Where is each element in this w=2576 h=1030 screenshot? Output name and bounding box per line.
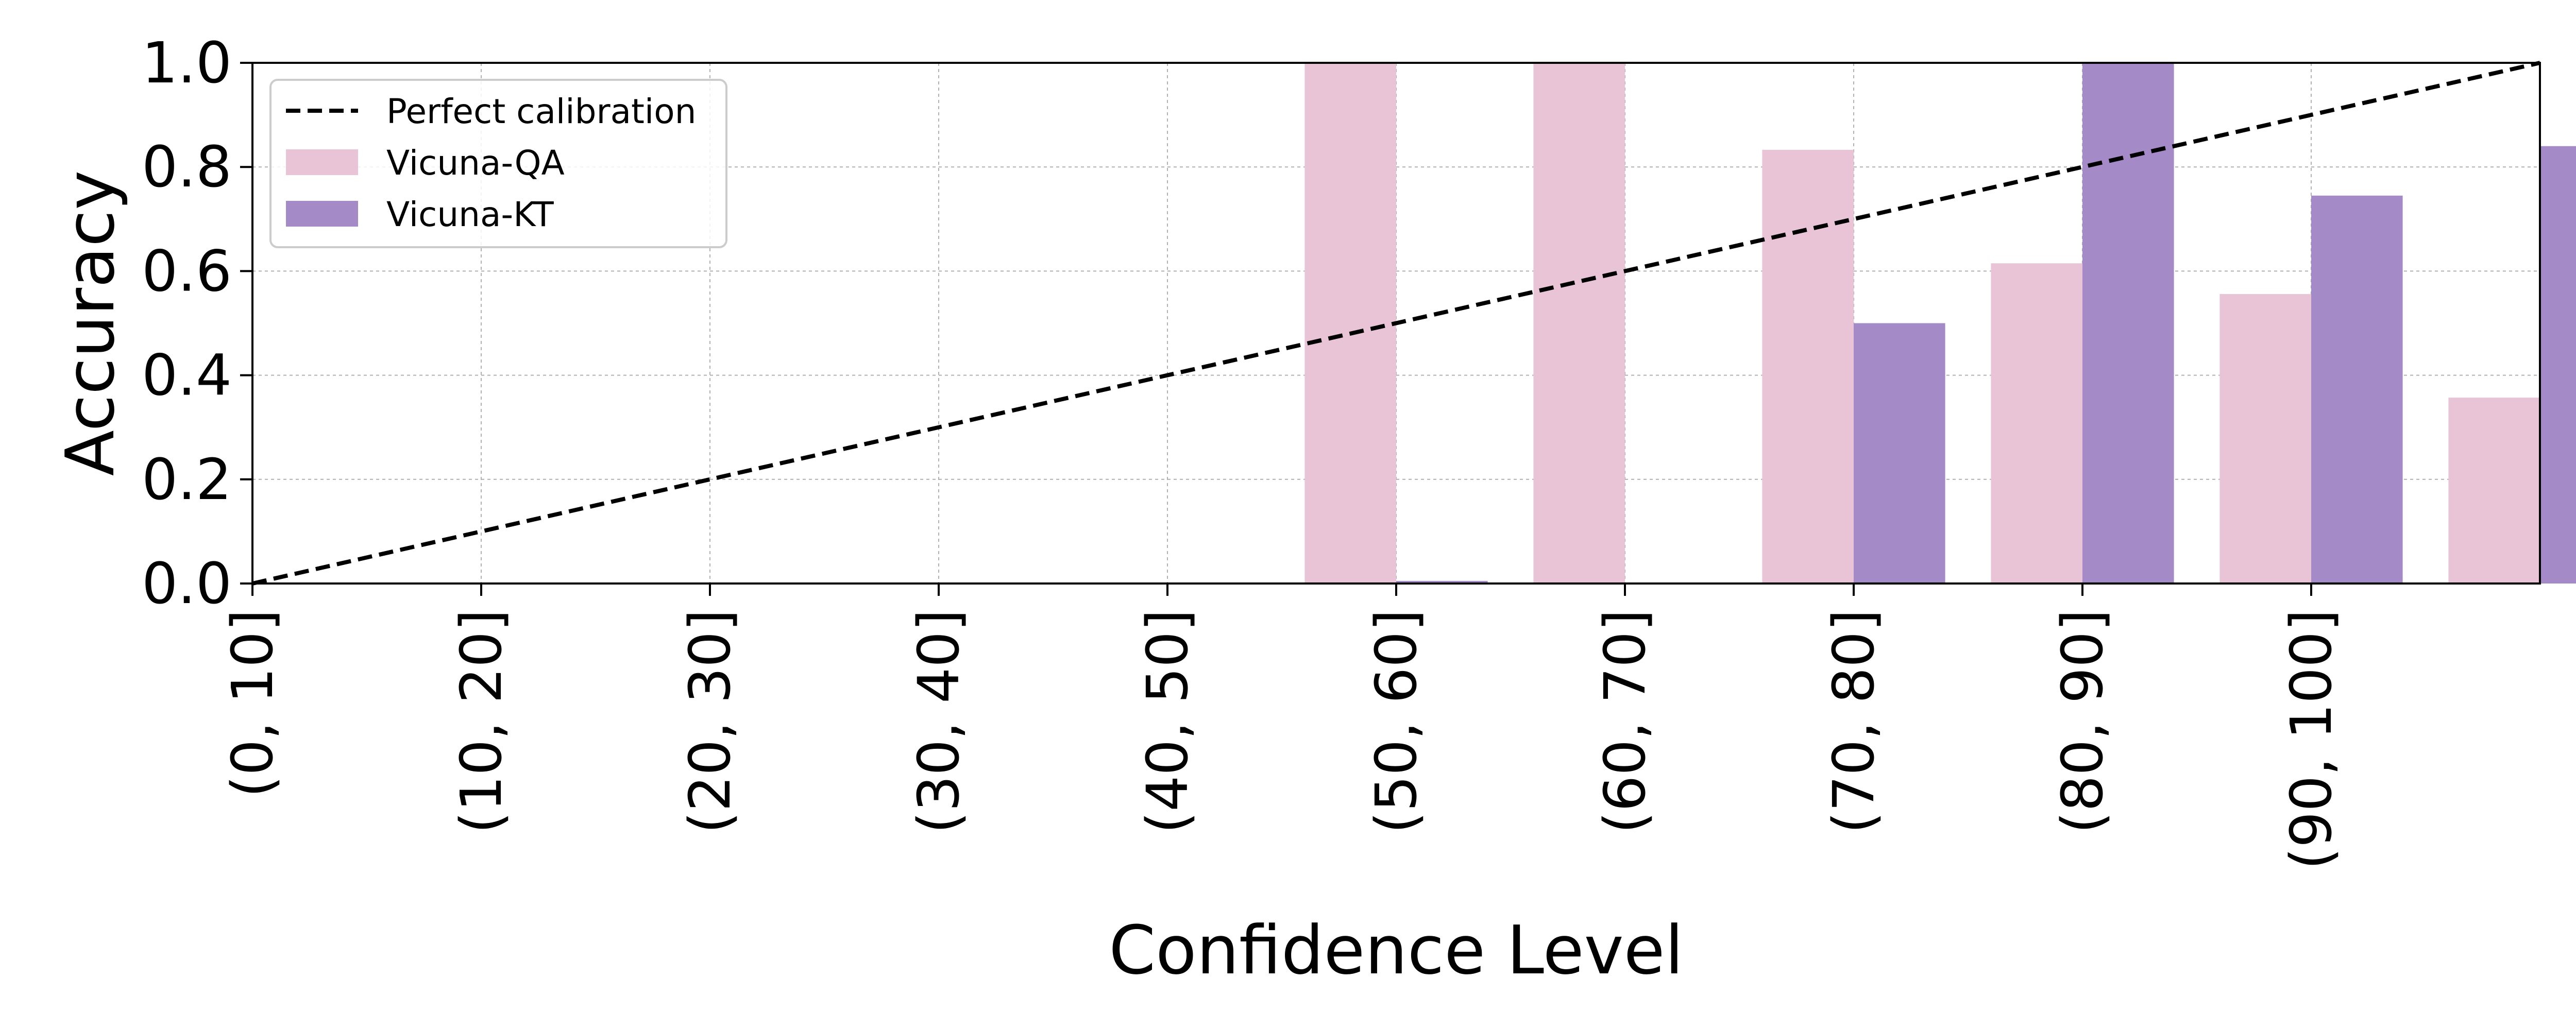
legend-color-swatch bbox=[286, 201, 358, 227]
perfect-calibration-line bbox=[252, 61, 2540, 586]
bar-vicuna-kt bbox=[2311, 195, 2403, 583]
legend-box bbox=[269, 79, 727, 248]
bar-vicuna-qa bbox=[1533, 63, 1625, 583]
bar-vicuna-kt bbox=[1396, 580, 1488, 583]
legend-label: Perfect calibration bbox=[386, 92, 696, 131]
legend-label: Vicuna-KT bbox=[386, 195, 554, 234]
x-tick-label: (60, 70] bbox=[1592, 609, 1658, 834]
bar-vicuna-qa bbox=[1762, 149, 1854, 583]
y-tick-label: 1.0 bbox=[142, 30, 232, 96]
x-tick-label: (90, 100] bbox=[2278, 609, 2344, 870]
legend-label: Vicuna-QA bbox=[386, 143, 565, 183]
bar-vicuna-qa bbox=[1991, 263, 2082, 583]
y-axis-title: Accuracy bbox=[51, 170, 129, 476]
x-tick-label: (30, 40] bbox=[906, 609, 972, 834]
x-tick-label: (10, 20] bbox=[448, 609, 514, 834]
legend: Perfect calibration Vicuna-QA Vicuna-KT bbox=[269, 79, 727, 248]
reference-line-layer bbox=[252, 61, 2540, 586]
y-tick-label: 0.4 bbox=[142, 342, 232, 408]
x-tick-label: (20, 30] bbox=[677, 609, 743, 834]
x-tick-label: (0, 10] bbox=[219, 609, 285, 798]
y-tick-label: 0.8 bbox=[142, 134, 232, 200]
bar-vicuna-kt bbox=[1854, 323, 1945, 583]
bar-vicuna-kt bbox=[2082, 63, 2174, 583]
x-tick-label: (40, 50] bbox=[1134, 609, 1200, 834]
bar-vicuna-qa bbox=[2219, 294, 2311, 583]
bar-vicuna-kt bbox=[2540, 146, 2576, 583]
y-tick-label: 0.2 bbox=[142, 447, 232, 512]
y-tick-label: 0.0 bbox=[142, 551, 232, 616]
x-axis-title: Confidence Level bbox=[1109, 911, 1683, 989]
bar-vicuna-qa bbox=[2448, 398, 2540, 583]
x-tick-label: (70, 80] bbox=[1821, 609, 1887, 834]
bars bbox=[1304, 63, 2576, 583]
y-tick-label: 0.6 bbox=[142, 238, 232, 304]
legend-color-swatch bbox=[286, 149, 358, 175]
bar-vicuna-qa bbox=[1304, 63, 1396, 583]
x-tick-label: (80, 90] bbox=[2049, 609, 2115, 834]
x-tick-label: (50, 60] bbox=[1363, 609, 1429, 834]
axis-ticks: 0.0 0.2 0.4 0.6 0.8 1.0 (0, 10] (10, 20] (20, 30… bbox=[142, 30, 2344, 870]
